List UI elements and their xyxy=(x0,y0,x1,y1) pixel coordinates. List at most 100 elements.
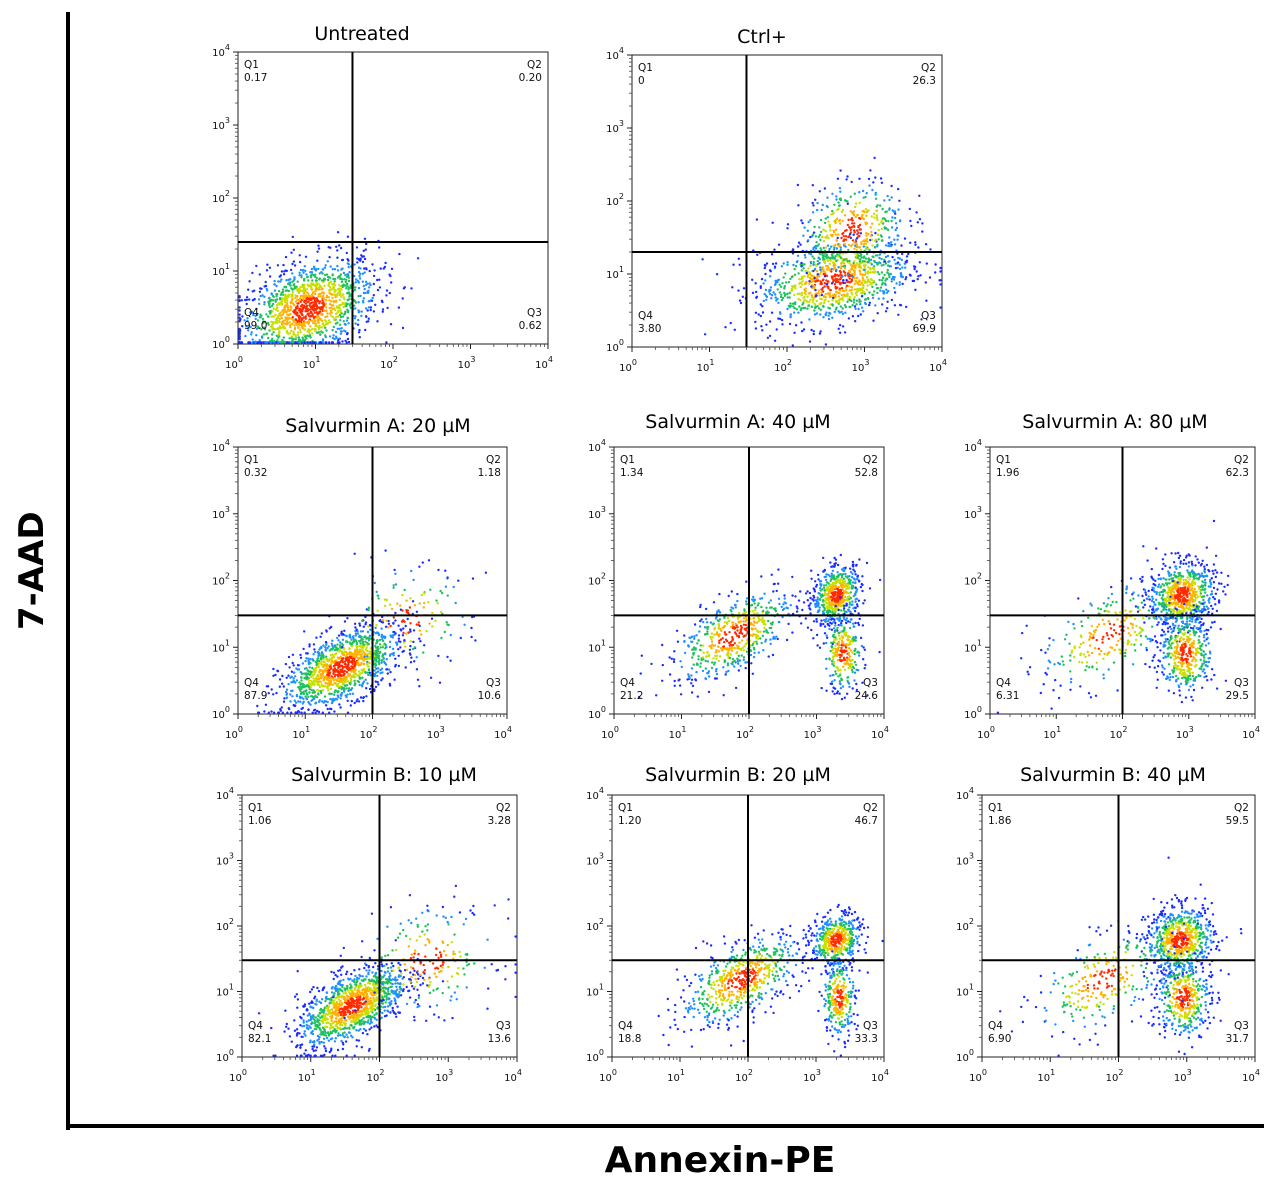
event-point xyxy=(781,323,783,325)
event-point xyxy=(292,291,294,293)
event-point xyxy=(335,664,337,666)
event-point xyxy=(832,576,834,578)
event-point xyxy=(238,341,240,343)
event-point xyxy=(839,605,841,607)
event-point xyxy=(313,317,315,319)
event-point xyxy=(423,602,425,604)
event-point xyxy=(304,336,306,338)
event-point xyxy=(846,301,848,303)
event-point xyxy=(281,317,283,319)
event-point xyxy=(294,324,296,326)
y-tick-label: 103 xyxy=(606,119,624,135)
event-point xyxy=(821,604,823,606)
event-point xyxy=(357,301,359,303)
event-point xyxy=(822,229,824,231)
event-point xyxy=(311,695,313,697)
event-point xyxy=(854,320,856,322)
event-point xyxy=(349,284,351,286)
event-point xyxy=(917,278,919,280)
event-point xyxy=(913,265,915,267)
event-point xyxy=(864,274,866,276)
event-point xyxy=(840,305,842,307)
event-point xyxy=(402,627,404,629)
event-point xyxy=(374,659,376,661)
event-point xyxy=(398,306,400,308)
event-point xyxy=(792,303,794,305)
event-point xyxy=(248,341,250,343)
event-point xyxy=(764,264,766,266)
event-point xyxy=(823,619,825,621)
event-point xyxy=(269,275,271,277)
event-point xyxy=(739,299,741,301)
event-point xyxy=(384,662,386,664)
event-point xyxy=(894,243,896,245)
event-point xyxy=(318,325,320,327)
event-point xyxy=(392,648,394,650)
event-point xyxy=(377,670,379,672)
event-point xyxy=(329,335,331,337)
event-point xyxy=(300,276,302,278)
event-point xyxy=(359,277,361,279)
event-point xyxy=(312,322,314,324)
event-point xyxy=(852,561,854,563)
event-point xyxy=(859,202,861,204)
event-point xyxy=(868,184,870,186)
event-point xyxy=(857,575,859,577)
event-point xyxy=(339,679,341,681)
event-point xyxy=(337,269,339,271)
event-point xyxy=(317,681,319,683)
event-point xyxy=(774,293,776,295)
event-point xyxy=(367,625,369,627)
event-point xyxy=(813,309,815,311)
event-point xyxy=(409,649,411,651)
event-point xyxy=(283,327,285,329)
event-point xyxy=(341,294,343,296)
event-point xyxy=(865,223,867,225)
event-point xyxy=(301,673,303,675)
event-point xyxy=(353,263,355,265)
event-point xyxy=(305,667,307,669)
event-point xyxy=(347,668,349,670)
event-point xyxy=(268,712,270,714)
event-point xyxy=(275,692,277,694)
event-point xyxy=(855,280,857,282)
event-point xyxy=(835,229,837,231)
event-point xyxy=(863,255,865,257)
event-point xyxy=(816,634,818,636)
event-point xyxy=(872,320,874,322)
event-point xyxy=(353,680,355,682)
event-point xyxy=(308,295,310,297)
event-point xyxy=(356,257,358,259)
event-point xyxy=(368,669,370,671)
event-point xyxy=(435,599,437,601)
event-point xyxy=(398,253,400,255)
event-point xyxy=(434,620,436,622)
event-point xyxy=(281,270,283,272)
event-point xyxy=(827,315,829,317)
event-point xyxy=(344,670,346,672)
event-point xyxy=(287,317,289,319)
event-point xyxy=(325,303,327,305)
event-point xyxy=(290,330,292,332)
event-point xyxy=(427,601,429,603)
event-point xyxy=(376,279,378,281)
event-point xyxy=(846,293,848,295)
event-point xyxy=(389,275,391,277)
event-point xyxy=(258,303,260,305)
event-point xyxy=(346,671,348,673)
event-point xyxy=(835,280,837,282)
event-point xyxy=(378,246,380,248)
event-point xyxy=(301,314,303,316)
event-point xyxy=(276,335,278,337)
event-point xyxy=(826,275,828,277)
event-point xyxy=(419,630,421,632)
event-point xyxy=(285,663,287,665)
event-point xyxy=(405,625,407,627)
event-point xyxy=(838,301,840,303)
event-point xyxy=(313,297,315,299)
event-point xyxy=(333,287,335,289)
event-point xyxy=(350,679,352,681)
event-point xyxy=(831,317,833,319)
event-point xyxy=(355,301,357,303)
event-point xyxy=(864,299,866,301)
